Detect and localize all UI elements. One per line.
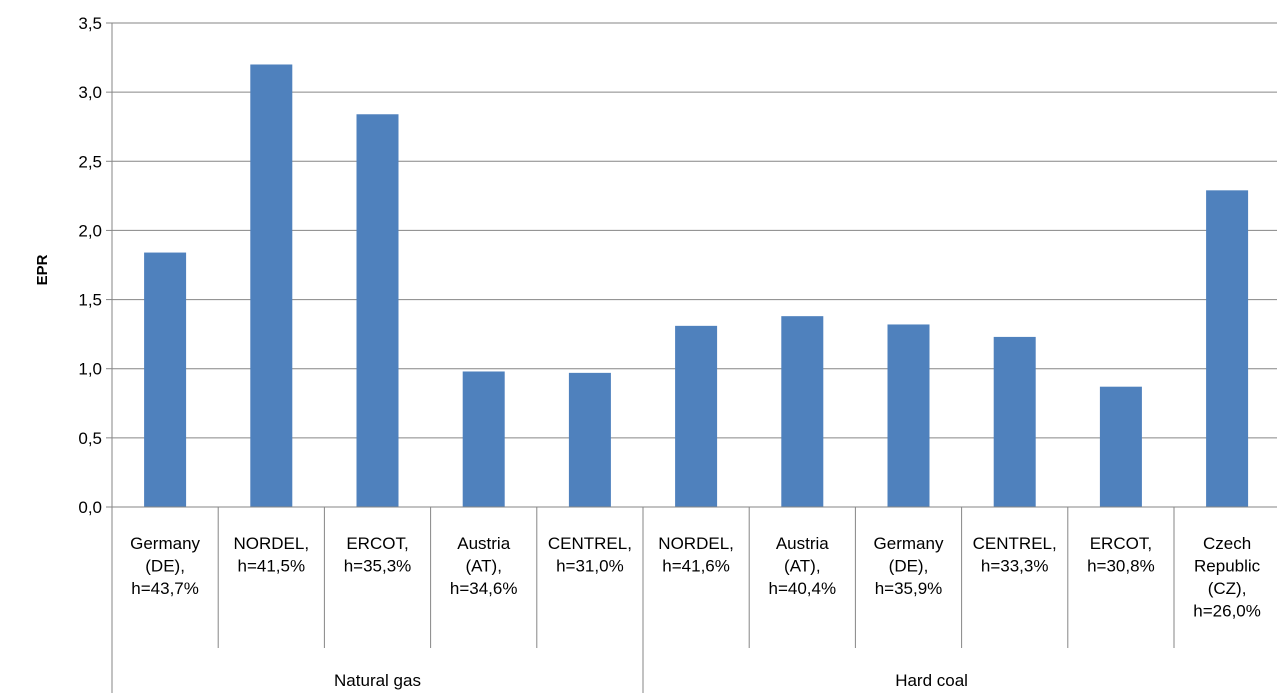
category-label-line: CENTREL,	[548, 534, 632, 553]
category-label-line: h=43,7%	[131, 579, 199, 598]
gridlines	[112, 22, 1277, 439]
category-label-line: (DE),	[889, 557, 929, 576]
axes	[106, 22, 1277, 693]
bar	[1206, 190, 1249, 507]
bar	[781, 316, 824, 507]
y-tick-label: 0,5	[78, 429, 102, 448]
category-label-line: h=31,0%	[556, 557, 624, 576]
y-axis-title: EPR	[34, 254, 51, 285]
category-label-line: (AT),	[784, 557, 821, 576]
y-tick-label: 1,5	[78, 291, 102, 310]
category-label-line: NORDEL,	[234, 534, 310, 553]
category-label-line: NORDEL,	[658, 534, 734, 553]
bar	[993, 336, 1036, 507]
bar	[1099, 386, 1142, 507]
category-labels: Germany (DE), h=43,7% NORDEL, h=41,5% ERCOT, h…	[130, 534, 1261, 621]
category-label-line: h=35,9%	[875, 579, 943, 598]
category-label-line: h=40,4%	[769, 579, 837, 598]
bars	[144, 64, 1249, 508]
y-tick-label: 0,0	[78, 498, 102, 517]
category-label: CENTREL, h=33,3%	[973, 534, 1057, 576]
category-label: Germany (DE), h=43,7%	[130, 534, 200, 598]
category-label: ERCOT, h=35,3%	[344, 534, 412, 576]
group-label: Natural gas	[334, 671, 421, 690]
category-label-line: (AT),	[465, 557, 502, 576]
bar	[250, 64, 293, 507]
y-tick-labels: 0,0 0,5 1,0 1,5 2,0 2,5 3,0 3,5	[78, 14, 102, 517]
y-tick-label: 3,0	[78, 83, 102, 102]
category-label: ERCOT, h=30,8%	[1087, 534, 1155, 576]
bar	[462, 371, 505, 507]
bar	[887, 324, 930, 507]
category-label: Austria (AT), h=34,6%	[450, 534, 518, 598]
category-label-line: Czech	[1203, 534, 1251, 553]
group-labels: Natural gas Hard coal	[334, 671, 968, 690]
group-label: Hard coal	[895, 671, 968, 690]
category-label: NORDEL, h=41,5%	[234, 534, 310, 576]
category-label-line: h=34,6%	[450, 579, 518, 598]
bar	[675, 325, 718, 507]
category-label-line: h=41,5%	[238, 557, 306, 576]
category-label-line: Austria	[457, 534, 510, 553]
y-tick-label: 2,5	[78, 152, 102, 171]
y-tick-label: 1,0	[78, 360, 102, 379]
y-tick-label: 2,0	[78, 221, 102, 240]
category-label-line: h=26,0%	[1193, 602, 1261, 621]
category-label-line: Germany	[874, 534, 944, 553]
category-label-line: Republic	[1194, 557, 1261, 576]
category-label-line: (CZ),	[1208, 579, 1247, 598]
category-label-line: h=33,3%	[981, 557, 1049, 576]
category-label-line: Austria	[776, 534, 829, 553]
category-label: Austria (AT), h=40,4%	[769, 534, 837, 598]
category-label-line: h=30,8%	[1087, 557, 1155, 576]
category-label-line: ERCOT,	[1090, 534, 1152, 553]
y-tick-label: 3,5	[78, 14, 102, 33]
category-label-line: (DE),	[145, 557, 185, 576]
category-label: Czech Republic (CZ), h=26,0%	[1193, 534, 1261, 621]
category-label: Germany (DE), h=35,9%	[874, 534, 944, 598]
category-label-line: Germany	[130, 534, 200, 553]
category-label-line: h=35,3%	[344, 557, 412, 576]
category-label-line: CENTREL,	[973, 534, 1057, 553]
category-label-line: ERCOT,	[346, 534, 408, 553]
bar	[356, 114, 399, 508]
category-label: CENTREL, h=31,0%	[548, 534, 632, 576]
bar	[568, 372, 611, 507]
category-label: NORDEL, h=41,6%	[658, 534, 734, 576]
category-label-line: h=41,6%	[662, 557, 730, 576]
bar	[144, 252, 187, 507]
